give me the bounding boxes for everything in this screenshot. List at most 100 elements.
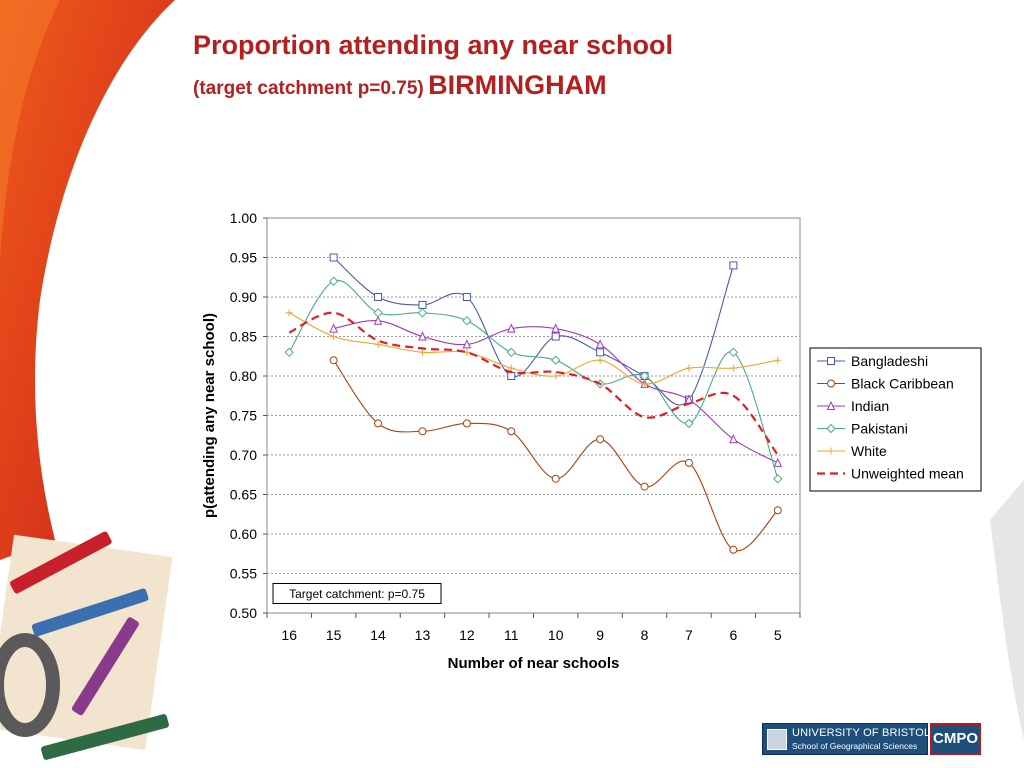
data-point-white (552, 372, 560, 380)
data-point-bangladeshi (729, 261, 738, 270)
y-tick-label: 0.75 (230, 408, 257, 424)
legend-marker-black-caribbean (827, 379, 835, 388)
y-axis-label: p(attending any near school) (201, 313, 218, 518)
data-point-bangladeshi (329, 253, 338, 262)
y-tick-label: 0.50 (230, 605, 257, 621)
data-point-black-caribbean (640, 482, 649, 491)
data-point-indian (595, 339, 605, 349)
school-name: School of Geographical Sciences (792, 741, 918, 751)
data-point-white (507, 364, 515, 372)
data-point-white (374, 340, 382, 348)
data-point-indian (773, 457, 783, 467)
x-tick-label: 5 (774, 627, 782, 643)
series-black-caribbean (329, 356, 782, 554)
y-tick-label: 0.60 (230, 526, 257, 542)
data-point-black-caribbean (729, 545, 738, 554)
legend-label-unweighted-mean: Unweighted mean (851, 466, 964, 482)
y-tick-label: 1.00 (230, 210, 257, 226)
data-point-black-caribbean (374, 419, 383, 428)
legend-label-bangladeshi: Bangladeshi (851, 353, 928, 369)
x-tick-label: 13 (415, 627, 431, 643)
series-line-unweighted-mean (288, 311, 779, 456)
series-pakistani (284, 276, 783, 484)
legend-label-pakistani: Pakistani (851, 421, 908, 437)
data-point-bangladeshi (374, 293, 383, 301)
series-line-white (288, 312, 778, 385)
x-axis-label: Number of near schools (448, 655, 620, 672)
crest-icon (767, 729, 787, 750)
data-point-pakistani (462, 315, 472, 326)
data-point-pakistani (328, 276, 339, 286)
x-tick-label: 12 (459, 627, 475, 643)
x-tick-label: 8 (641, 627, 649, 643)
series-white (285, 309, 782, 388)
x-tick-label: 9 (596, 627, 604, 643)
data-point-indian (329, 323, 338, 333)
data-point-white (685, 364, 693, 372)
data-point-pakistani (417, 308, 428, 318)
x-tick-label: 16 (281, 627, 297, 643)
y-tick-label: 0.80 (230, 368, 257, 384)
data-point-indian (729, 434, 738, 444)
data-point-white (596, 356, 604, 364)
x-tick-label: 11 (504, 627, 519, 643)
data-point-black-caribbean (773, 506, 782, 515)
x-tick-label: 6 (729, 627, 737, 643)
data-point-black-caribbean (418, 427, 427, 436)
data-point-black-caribbean (684, 458, 693, 467)
data-point-pakistani (639, 371, 650, 381)
logo-bar: UNIVERSITY OF BRISTOL School of Geograph… (762, 723, 981, 755)
y-tick-label: 0.85 (230, 329, 257, 345)
data-point-white (774, 356, 782, 364)
legend-label-white: White (851, 443, 887, 459)
series-line-black-caribbean (333, 359, 779, 552)
data-point-pakistani (551, 355, 561, 365)
data-point-bangladeshi (507, 372, 516, 380)
y-tick-label: 0.65 (230, 487, 257, 503)
legend-box (809, 347, 982, 492)
data-point-white (330, 333, 338, 340)
data-point-black-caribbean (551, 474, 560, 483)
series-indian (329, 315, 783, 467)
annotation-text: Target catchment: p=0.75 (289, 587, 425, 601)
x-tick-label: 15 (326, 627, 342, 643)
data-point-white (418, 348, 426, 356)
annotation-box (272, 583, 442, 604)
cmpo-logo: CMPO (930, 723, 981, 755)
data-point-white (285, 309, 293, 317)
chart-panel: 1.00 0.95 0.90 0.85 0.80 0.75 0.70 0.65 0.60 0.55… (181, 182, 988, 689)
legend-label-indian: Indian (851, 398, 889, 414)
data-point-pakistani (684, 418, 694, 429)
red-swoosh (0, 0, 175, 560)
data-point-indian (418, 331, 427, 341)
data-point-black-caribbean (596, 435, 605, 444)
subtitle-city: BIRMINGHAM (428, 70, 607, 100)
line-chart: 1.00 0.95 0.90 0.85 0.80 0.75 0.70 0.65 0.60 0.55… (201, 210, 982, 672)
legend-marker-bangladeshi (827, 357, 835, 365)
crayons-illustration (0, 531, 173, 760)
data-point-bangladeshi (462, 293, 471, 301)
x-tick-label: 7 (685, 627, 693, 643)
data-point-indian (373, 315, 383, 325)
data-point-pakistani (373, 308, 383, 318)
swoosh-highlight (0, 0, 60, 260)
legend-marker-white (827, 447, 835, 455)
data-point-indian (462, 339, 472, 349)
y-tick-label: 0.55 (230, 566, 257, 582)
series-line-bangladeshi (333, 257, 734, 406)
legend-marker-pakistani (826, 423, 836, 434)
x-tick-label: 14 (370, 627, 386, 643)
data-point-pakistani (728, 347, 739, 358)
data-point-indian (507, 323, 516, 333)
data-point-bangladeshi (418, 300, 427, 309)
data-point-black-caribbean (329, 356, 338, 365)
data-point-white (729, 364, 737, 372)
slide-subtitle: (target catchment p=0.75) BIRMINGHAM (193, 70, 607, 101)
university-logo: UNIVERSITY OF BRISTOL School of Geograph… (762, 723, 930, 755)
data-point-pakistani (773, 473, 783, 484)
legend: Bangladeshi Black Caribbean Indian Pakistan… (809, 347, 982, 492)
data-point-pakistani (506, 347, 516, 358)
gray-wave (990, 480, 1024, 740)
x-tick-label: 10 (548, 627, 564, 643)
